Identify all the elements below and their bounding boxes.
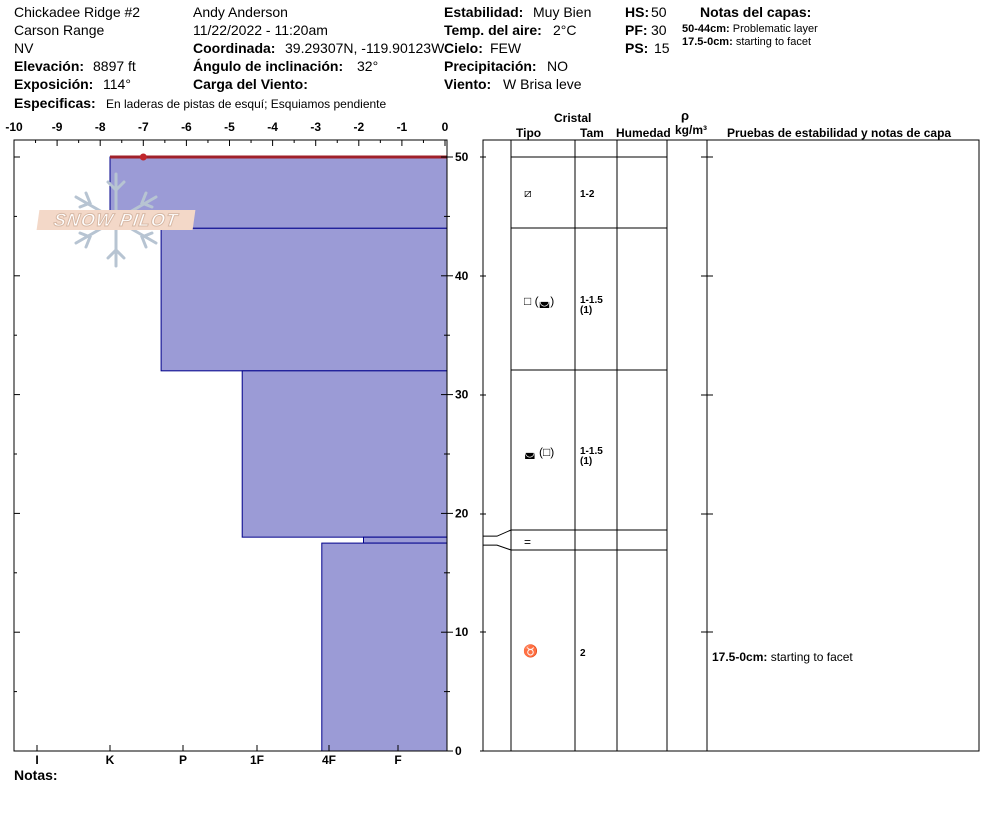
ps-label: PS: [625, 40, 649, 56]
row1-size: 1-2 [580, 189, 595, 200]
air-temp-value: 2°C [553, 22, 577, 38]
hardness-tick-label: 1F [250, 753, 264, 767]
layer-test-note: 17.5-0cm: starting to facet [712, 649, 853, 665]
layer-note-2-text: starting to facet [735, 36, 812, 48]
air-temp-label: Temp. del aire: [444, 22, 542, 38]
hardness-tick-label: K [106, 753, 115, 767]
sky-value: FEW [490, 40, 522, 56]
row5-size: 2 [580, 648, 586, 659]
temp-tick-label: -7 [138, 120, 149, 134]
hardness-layer-4 [363, 536, 448, 544]
row3-size-secondary: (1) [580, 456, 593, 467]
hs-value: 50 [651, 4, 667, 20]
layer-note-1-text: Problematic layer [732, 23, 818, 35]
temperature-point [139, 153, 147, 161]
pf-label: PF: [625, 22, 648, 38]
precip-label: Precipitación: [444, 58, 537, 74]
temp-tick-label: -9 [52, 120, 63, 134]
layer-notes-title: Notas del capas: [700, 4, 812, 20]
hardness-layer-3 [241, 370, 448, 538]
col-density: kg/m³ [675, 123, 708, 137]
specifics-value: En laderas de pistas de esquí; Esquiamos… [106, 97, 387, 111]
coord-label: Coordinada: [193, 40, 276, 56]
slope-label: Ángulo de inclinación: [193, 58, 344, 74]
height-tick-label: 0 [455, 744, 462, 758]
layer-connector-bottom [483, 544, 512, 551]
logo-text: SNOW PILOT [36, 210, 196, 231]
state: NV [14, 40, 34, 56]
profile-frame [13, 139, 448, 752]
hardness-layer-5 [321, 542, 448, 752]
site-name: Chickadee Ridge #2 [14, 4, 141, 20]
notes-label: Notas: [14, 767, 58, 783]
layer-note-1: 50-44cm: Problematic layer [682, 23, 818, 36]
layer-note-1-range: 50-44cm: [682, 23, 730, 35]
temp-tick-label: -3 [310, 120, 321, 134]
table-frame [482, 139, 980, 752]
hardness-tick-label: P [179, 753, 187, 767]
hs-label: HS: [625, 4, 650, 20]
col-tests: Pruebas de estabilidad y notas de capa [727, 126, 952, 140]
coord-value: 39.29307N, -119.90123W [285, 40, 445, 56]
row3-size: 1-1.5 [580, 446, 603, 457]
temp-tick-label: -2 [353, 120, 364, 134]
observer: Andy Anderson [193, 4, 288, 20]
row5-type: ♉ [523, 644, 538, 658]
row4-type: = [524, 535, 532, 549]
ps-value: 15 [654, 40, 670, 56]
stability-value: Muy Bien [533, 4, 592, 20]
col-moisture: Humedad [616, 126, 671, 140]
temp-tick-label: -8 [95, 120, 106, 134]
layer-note-2-range: 17.5-0cm: [682, 36, 733, 48]
crystal-heading: Cristal [554, 111, 592, 125]
slope-value: 32° [357, 58, 379, 74]
layer-test-note-range: 17.5-0cm: [712, 650, 768, 664]
hardness-tick-label: F [394, 753, 401, 767]
density-symbol: ρ [681, 108, 690, 123]
hardness-tick-label: 4F [322, 753, 336, 767]
datetime: 11/22/2022 - 11:20am [193, 22, 328, 38]
temp-tick-label: -6 [181, 120, 192, 134]
layer-test-note-text: starting to facet [770, 650, 853, 664]
layer-connector-top [483, 529, 512, 537]
row2-size: 1-1.5 [580, 295, 603, 306]
temp-tick-label: 0 [442, 120, 449, 134]
hardness-tick-label: I [35, 753, 38, 767]
aspect-value: 114° [103, 76, 131, 92]
specifics-label: Especificas: [14, 95, 96, 111]
temp-tick-label: -1 [397, 120, 408, 134]
sky-label: Cielo: [444, 40, 485, 56]
height-tick-label: 30 [455, 388, 469, 402]
row2-type: □ (◛) [524, 294, 555, 308]
wind-load-label: Carga del Viento: [193, 76, 308, 92]
aspect-label: Exposición: [14, 76, 94, 92]
col-type: Tipo [516, 126, 542, 140]
height-tick-label: 50 [455, 150, 469, 164]
precip-value: NO [547, 58, 568, 74]
wind-label: Viento: [444, 76, 492, 92]
pf-value: 30 [651, 22, 667, 38]
height-tick-label: 40 [455, 269, 469, 283]
height-tick-label: 20 [455, 506, 469, 520]
temp-tick-label: -10 [5, 120, 23, 134]
hardness-layer-2 [160, 227, 448, 372]
temp-tick-label: -4 [267, 120, 278, 134]
elevation-value: 8897 ft [93, 58, 136, 74]
snowpilot-logo: SNOW PILOT [36, 172, 196, 268]
row1-type: ⧄ [524, 186, 532, 200]
stability-label: Estabilidad: [444, 4, 524, 20]
row3-type: ◛ (□) [524, 445, 555, 459]
col-size: Tam [580, 126, 604, 140]
wind-value: W Brisa leve [503, 76, 582, 92]
height-tick-label: 10 [455, 625, 469, 639]
range-name: Carson Range [14, 22, 105, 38]
row2-size-secondary: (1) [580, 305, 593, 316]
temp-tick-label: -5 [224, 120, 235, 134]
elevation-label: Elevación: [14, 58, 85, 74]
layer-table-grid [480, 139, 980, 752]
layer-note-2: 17.5-0cm: starting to facet [682, 36, 811, 49]
